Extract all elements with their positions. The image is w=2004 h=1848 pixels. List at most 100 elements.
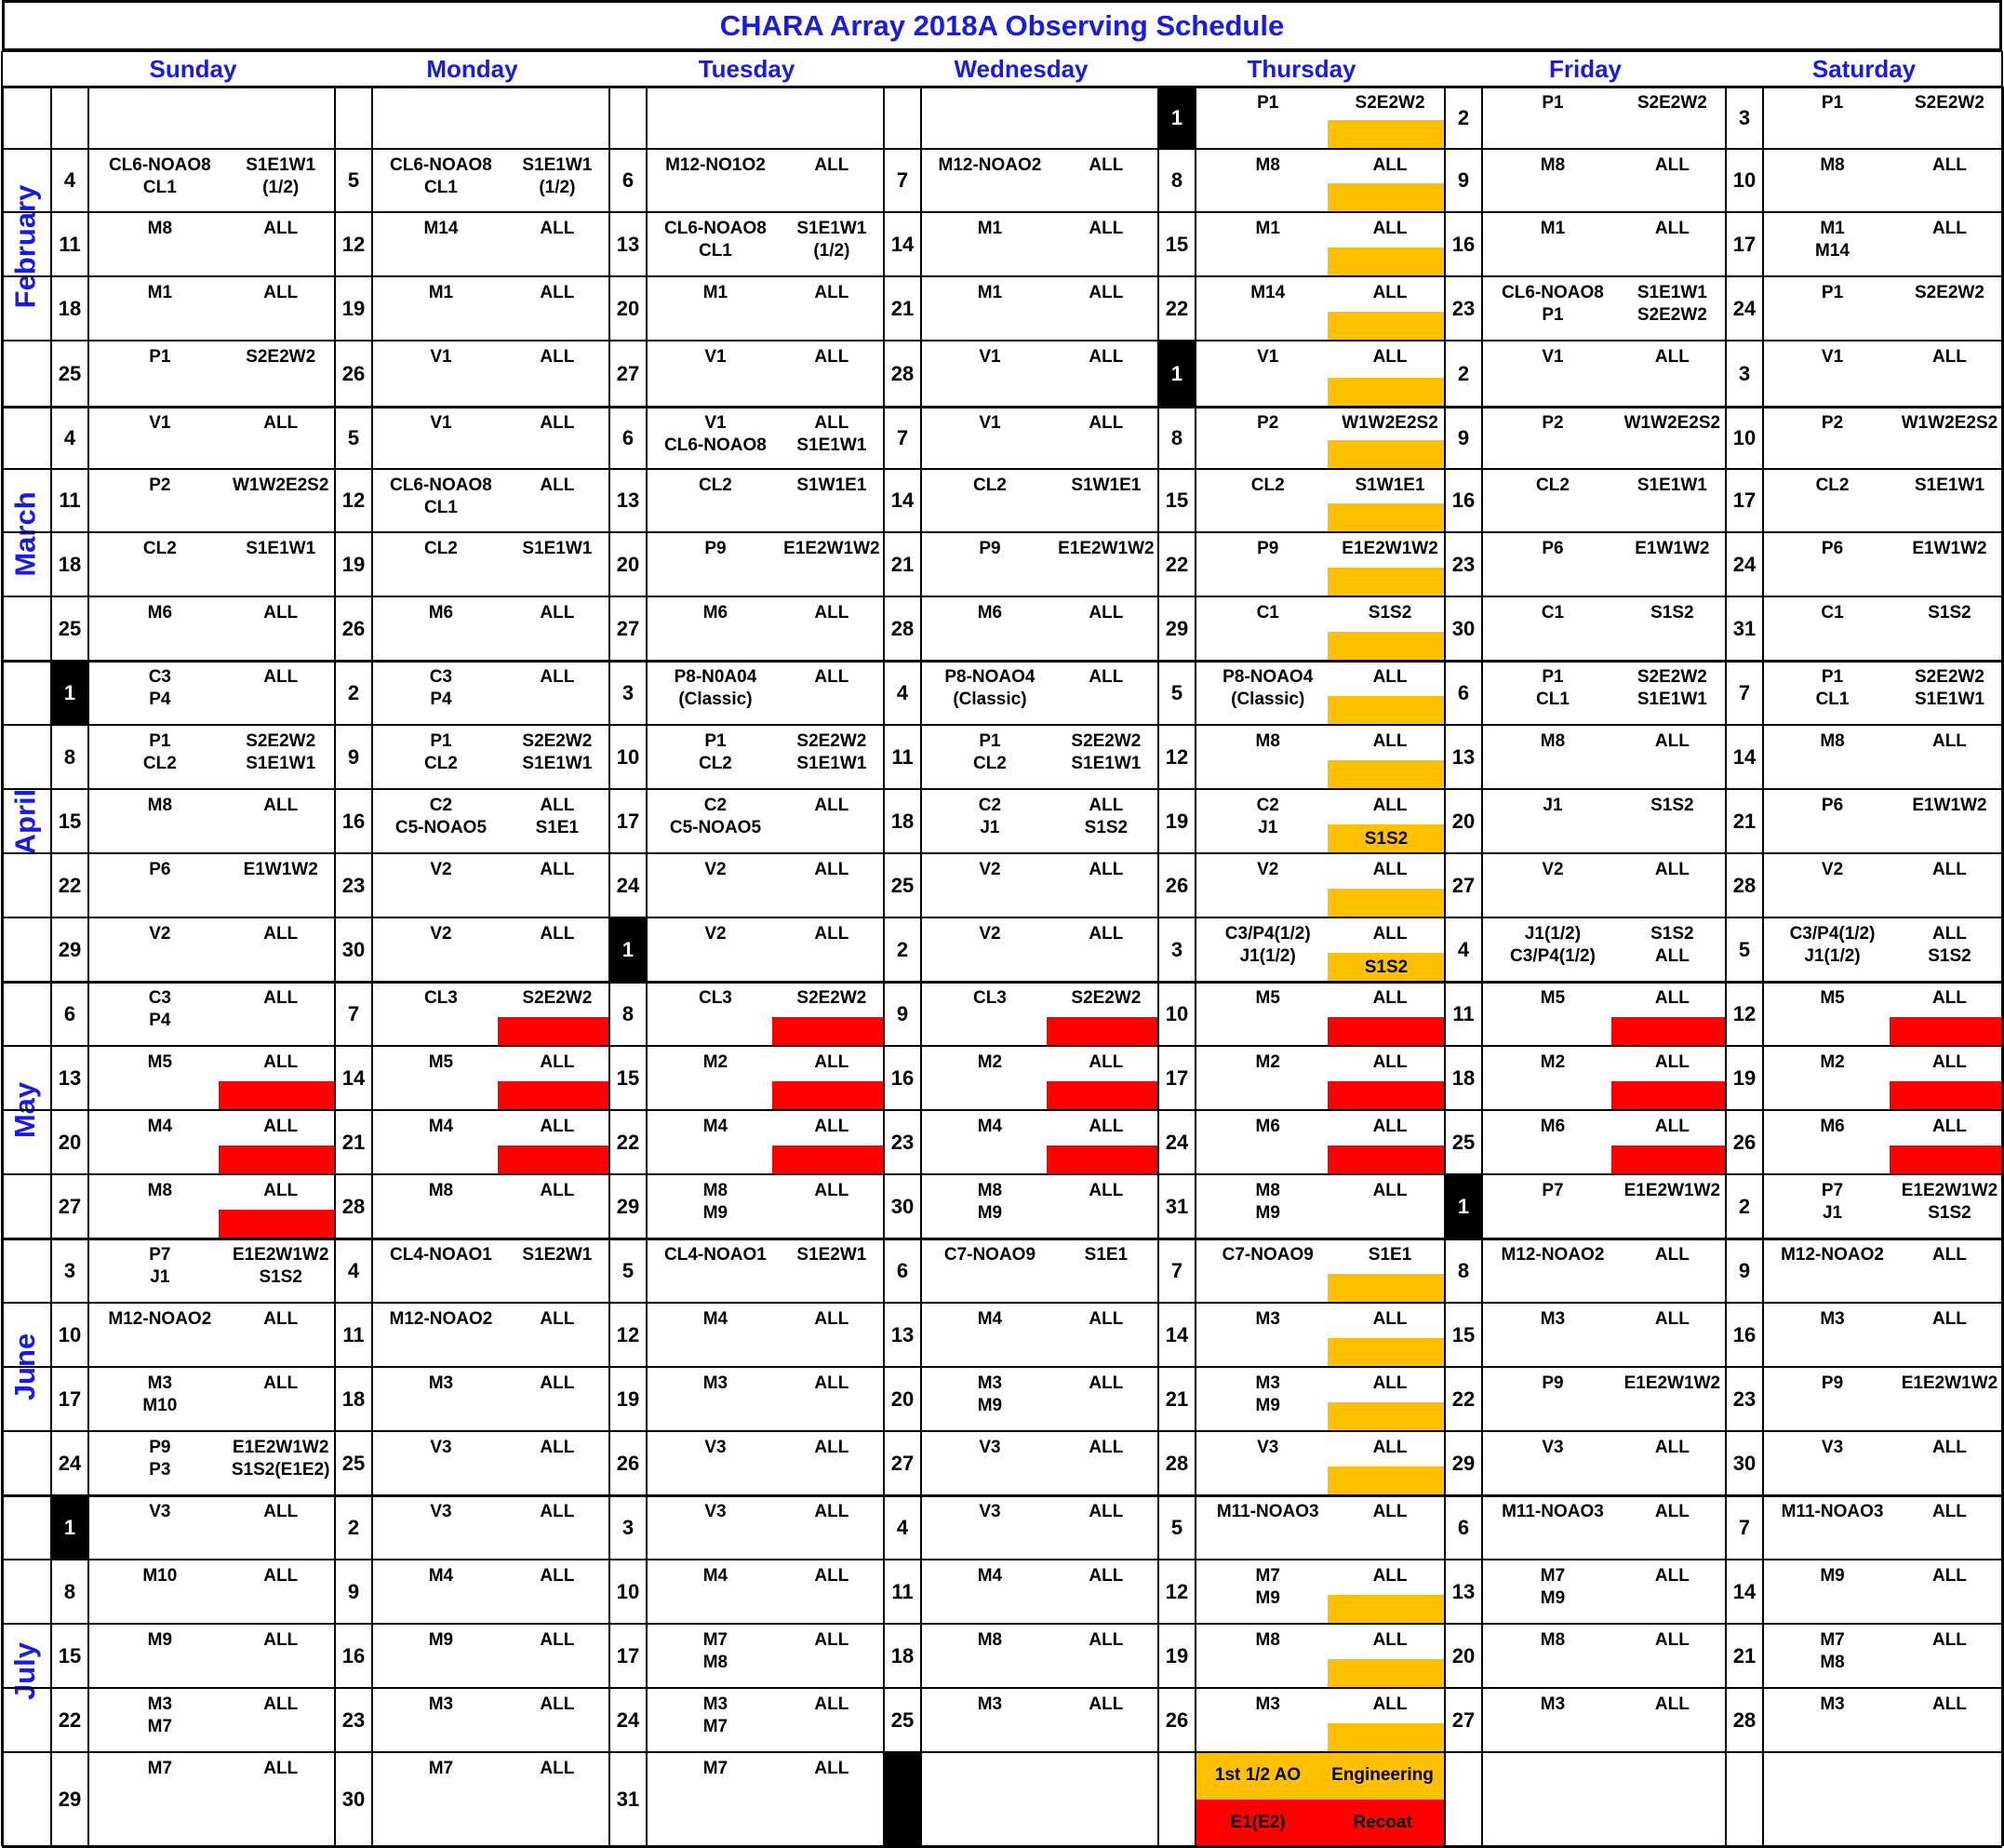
telescope-config: S1S2: [259, 1267, 302, 1287]
program-label: M8: [147, 1181, 173, 1200]
telescope-config: ALL: [814, 667, 849, 687]
telescope-config: ALL: [1654, 155, 1690, 175]
telescope-config: ALL: [1931, 1245, 1967, 1265]
date-number: 8: [1457, 1258, 1470, 1282]
telescope-config: E1W1W2: [1912, 796, 1987, 815]
date-number: 17: [1732, 232, 1757, 256]
program-label: M6: [428, 603, 454, 623]
program-label: CL4-NOAO1: [390, 1245, 492, 1265]
telescope-config: ALL: [263, 1502, 299, 1521]
program-label: M8: [702, 1653, 728, 1672]
program-label: M8: [1540, 1630, 1566, 1650]
recoat-bar: [1047, 1017, 1158, 1046]
program-label: P1: [1821, 283, 1844, 302]
telescope-config: ALL: [1089, 1309, 1124, 1329]
date-number: 19: [1165, 1643, 1189, 1667]
telescope-config: ALL: [1654, 860, 1690, 879]
program-label: P1: [1821, 93, 1844, 113]
date-number: 10: [616, 744, 640, 769]
program-label: CL1: [423, 178, 458, 197]
program-label: P1: [1257, 93, 1279, 113]
telescope-config: E1W1W2: [1912, 539, 1987, 558]
program-label: M14: [1250, 283, 1286, 302]
telescope-config: ALL: [814, 1181, 849, 1200]
telescope-config: ALL: [263, 1759, 299, 1778]
date-number: 19: [616, 1386, 640, 1411]
engineering-bar: [1328, 953, 1445, 982]
date-number: 16: [1451, 232, 1476, 256]
engineering-bar: [1328, 824, 1445, 853]
program-label: CL2: [698, 754, 732, 773]
date-number: 18: [58, 296, 82, 320]
telescope-config: ALL: [814, 603, 849, 623]
recoat-bar: [1890, 1017, 2002, 1046]
date-number: 21: [341, 1130, 366, 1154]
program-label: V2: [979, 924, 1001, 944]
date-number: 7: [896, 168, 909, 192]
date-number: 11: [891, 744, 914, 769]
program-label: M1: [1540, 219, 1566, 238]
grid-line: [2, 275, 2002, 277]
telescope-config: ALL: [540, 1759, 575, 1778]
date-number: 24: [616, 1707, 640, 1732]
date-number: 5: [1738, 937, 1751, 961]
telescope-config: S2E2W2: [522, 731, 593, 751]
telescope-config: ALL: [263, 413, 299, 433]
telescope-config: ALL: [1654, 1245, 1690, 1265]
telescope-config: ALL: [1931, 924, 1967, 944]
telescope-config: ALL: [540, 1630, 575, 1650]
date-number: 12: [616, 1322, 640, 1346]
date-number: 7: [347, 1001, 360, 1025]
month-name: July: [8, 1641, 42, 1700]
program-label: M9: [428, 1630, 454, 1650]
date-number: 30: [341, 1787, 366, 1811]
telescope-config: ALL: [1089, 924, 1124, 944]
program-label: C1: [1821, 603, 1844, 623]
program-label: M3: [1820, 1309, 1845, 1329]
program-label: CL1: [423, 498, 458, 517]
telescope-config: ALL: [1089, 796, 1124, 815]
engineering-bar: [1328, 440, 1445, 469]
telescope-config: ALL: [1654, 347, 1690, 367]
program-label: M7: [147, 1759, 173, 1778]
grid-line: [2, 917, 2002, 918]
program-label: M1: [428, 283, 454, 302]
telescope-config: ALL: [1372, 1309, 1408, 1329]
telescope-config: ALL: [1089, 283, 1124, 302]
grid-line: [1157, 87, 1159, 1846]
telescope-config: ALL: [1089, 667, 1124, 687]
telescope-config: ALL: [1654, 1052, 1690, 1072]
date-number: 24: [1732, 552, 1757, 576]
date-number: 18: [890, 809, 915, 833]
date-number: 21: [890, 296, 915, 320]
telescope-config: (1/2): [813, 241, 850, 261]
telescope-config: ALL: [1372, 347, 1408, 367]
program-label: M4: [147, 1117, 173, 1136]
date-number: 4: [896, 1515, 909, 1539]
date-number: 13: [1451, 744, 1476, 769]
telescope-config: S1S2: [1650, 924, 1694, 944]
date-number: 22: [1451, 1386, 1476, 1411]
telescope-config: S2E2W2: [1637, 93, 1707, 113]
telescope-config: W1W2E2S2: [1901, 413, 1998, 433]
date-number: 3: [621, 680, 635, 704]
date-number: 25: [58, 616, 82, 640]
date-number: 9: [896, 1001, 909, 1025]
telescope-config: S1S2(E1E2): [231, 1460, 330, 1480]
telescope-config: ALL: [263, 219, 299, 238]
program-label: V3: [1542, 1438, 1564, 1457]
grid-line: [2, 659, 2002, 663]
program-label: CL6-NOAO8: [664, 435, 767, 455]
program-label: M3: [1540, 1309, 1566, 1329]
grid-line: [1444, 87, 1446, 1846]
telescope-config: S1E1W1: [796, 435, 867, 455]
telescope-config: ALL: [540, 924, 575, 944]
grid-line: [87, 87, 89, 1846]
program-label: M2: [702, 1052, 728, 1072]
legend-red-left: E1(E2): [1196, 1799, 1320, 1846]
telescope-config: ALL: [1654, 1630, 1690, 1650]
engineering-bar: [1328, 1402, 1445, 1431]
date-number: 20: [1451, 1643, 1476, 1667]
program-label: V3: [430, 1502, 452, 1521]
telescope-config: ALL: [540, 1181, 575, 1200]
